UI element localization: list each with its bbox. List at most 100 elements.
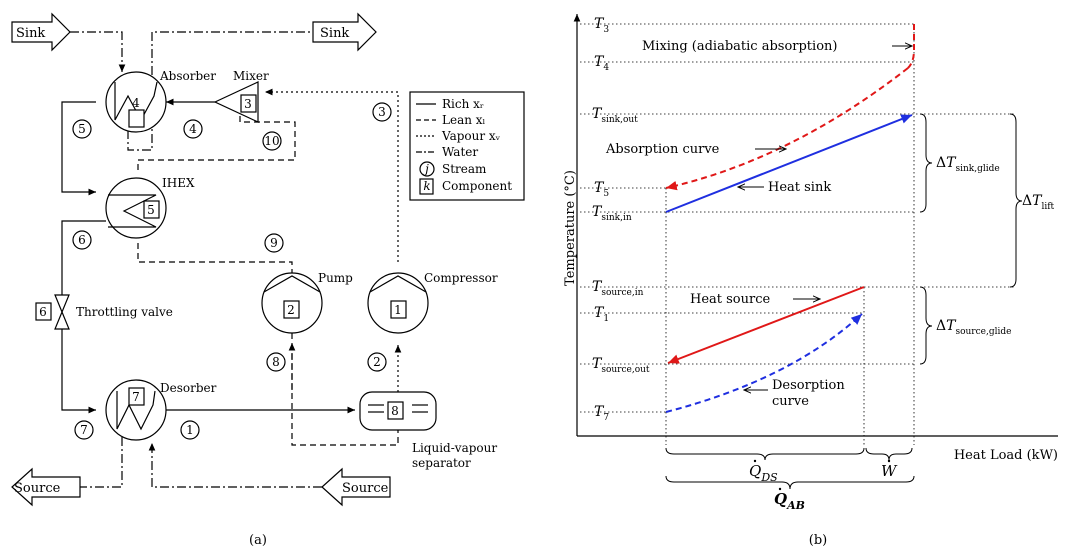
delta-lift: ΔTlift	[1022, 193, 1055, 212]
mixing-curve	[907, 24, 915, 69]
stream-circles	[72, 102, 392, 440]
pump	[261, 272, 323, 334]
brace-qab	[665, 475, 915, 490]
dot-qab	[778, 487, 782, 491]
sink-arrow-left	[11, 12, 71, 52]
brace-w	[865, 447, 913, 461]
throttling-valve-label: Throttling valve	[76, 305, 173, 319]
annotation-desorption-line1: Desorption	[772, 378, 845, 393]
brace-sink-glide	[919, 113, 933, 213]
desorption-curve	[665, 313, 863, 413]
brace-lift	[1009, 113, 1023, 288]
liquid-vapour-separator	[359, 391, 437, 431]
sink-label-left: Sink	[16, 26, 45, 41]
rich-lines	[61, 98, 355, 414]
stream-10: 10	[264, 134, 279, 148]
component-1: 1	[394, 303, 402, 317]
stream-1: 1	[186, 423, 194, 437]
annotation-heat-source: Heat source	[690, 292, 771, 307]
absorption-curve	[665, 67, 909, 191]
legend-vapour: Vapour xᵥ	[441, 129, 501, 143]
tick-t7: T7	[594, 404, 609, 423]
vapour-lines	[265, 88, 402, 392]
tick-tsource-in: Tsource,in	[592, 279, 644, 298]
mixer	[213, 81, 259, 123]
component-6: 6	[39, 305, 47, 319]
tick-tsink-out: Tsink,out	[592, 106, 638, 125]
legend-stream-symbol: j	[422, 162, 429, 176]
brace-source-glide	[919, 286, 933, 365]
absorber	[105, 71, 167, 133]
legend-box	[409, 91, 525, 201]
tick-t3: T3	[594, 16, 609, 35]
source-label-left: Source	[14, 481, 61, 496]
tick-tsource-out: Tsource,out	[592, 356, 650, 375]
stream-8: 8	[272, 355, 280, 369]
component-2: 2	[287, 303, 295, 317]
panel-a-schematic	[11, 12, 525, 507]
label-w: W	[881, 462, 898, 480]
legend-lean: Lean xₗ	[442, 113, 486, 127]
label-qds: QDS	[749, 462, 778, 484]
dot-qds	[753, 459, 757, 463]
panel-a-caption: (a)	[249, 533, 267, 548]
legend-water: Water	[442, 145, 478, 159]
stream-4: 4	[189, 122, 197, 136]
delta-source-glide: ΔTsource,glide	[936, 318, 1011, 337]
separator-label-line2: separator	[412, 456, 471, 470]
source-arrow-right	[321, 467, 391, 507]
separator-label-line1: Liquid-vapour	[412, 441, 497, 455]
absorber-label: Absorber	[159, 69, 216, 83]
ihex-label: IHEX	[162, 176, 195, 190]
annotation-heat-sink: Heat sink	[768, 180, 831, 195]
lean-lines	[137, 116, 399, 446]
legend-stream: Stream	[442, 162, 487, 176]
tick-tsink-in: Tsink,in	[592, 204, 632, 223]
annotation-arrows	[738, 46, 912, 390]
mixer-label: Mixer	[233, 69, 269, 83]
ihex	[105, 177, 167, 239]
component-5: 5	[147, 203, 155, 217]
compressor-label: Compressor	[424, 271, 498, 285]
compressor	[367, 272, 429, 334]
stream-2: 2	[373, 355, 381, 369]
component-7: 7	[132, 390, 140, 404]
desorber	[105, 379, 167, 441]
label-qab: QAB	[774, 490, 805, 512]
guide-lines	[580, 23, 1016, 445]
component-8: 8	[391, 404, 399, 418]
y-axis-label: Temperature (°C)	[563, 170, 578, 286]
braces	[665, 113, 1023, 490]
dot-w	[887, 459, 891, 463]
source-arrow-left	[11, 467, 81, 507]
legend-component-symbol: k	[423, 179, 430, 193]
water-lines	[70, 31, 322, 488]
throttling-valve	[35, 294, 70, 330]
tick-t5: T5	[594, 180, 609, 199]
panel-a-text: Sink Sink Source Source Absorber Mixer I…	[14, 26, 512, 548]
stream-5: 5	[78, 122, 86, 136]
temperature-ticks: T3 T4 Tsink,out T5 Tsink,in Tsource,in T…	[592, 16, 650, 423]
component-3: 3	[244, 97, 252, 111]
stream-9: 9	[270, 236, 278, 250]
panel-b-chart: Temperature (°C) Heat Load (kW) T3 T4 Ts…	[563, 14, 1058, 548]
stream-3: 3	[378, 105, 386, 119]
brace-qds	[665, 447, 865, 461]
legend-rich: Rich xᵣ	[442, 97, 484, 111]
tick-t1: T1	[594, 305, 609, 324]
panel-b-caption: (b)	[809, 533, 827, 548]
desorber-label: Desorber	[160, 381, 217, 395]
component-4: 4	[132, 96, 140, 110]
heat-source-line	[667, 286, 865, 364]
source-label-right: Source	[342, 481, 389, 496]
sink-arrow-right	[312, 12, 377, 52]
legend-component: Component	[442, 179, 512, 193]
delta-sink-glide: ΔTsink,glide	[936, 155, 1000, 174]
annotation-absorption: Absorption curve	[605, 142, 720, 157]
sink-label-right: Sink	[320, 26, 349, 41]
tick-t4: T4	[594, 54, 609, 73]
stream-6: 6	[78, 233, 86, 247]
annotation-desorption-line2: curve	[772, 394, 809, 409]
